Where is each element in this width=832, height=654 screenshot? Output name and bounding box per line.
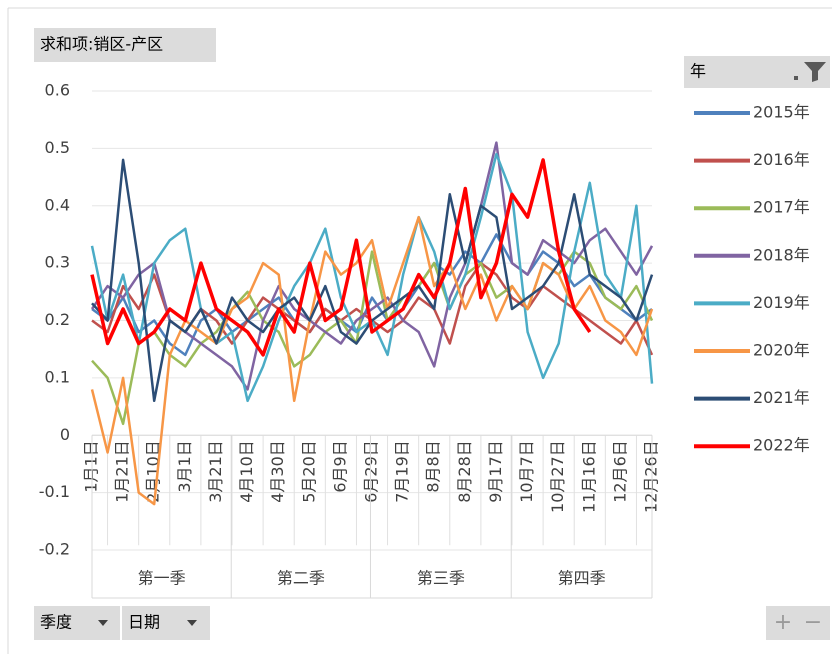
filter-icon [804,62,826,82]
legend-label: 2021年 [753,388,810,407]
x-tick-label: 2月10日 [144,440,163,503]
x-tick-label: 6月29日 [362,440,381,503]
expand-button[interactable]: + [774,610,792,635]
dropdown-icon [794,76,798,80]
legend-label: 2020年 [753,341,810,360]
legend-header[interactable]: 年 [684,56,830,88]
group-label: 第二季 [277,569,325,588]
x-tick-label: 12月6日 [610,440,629,503]
y-tick-label: 0.3 [45,253,70,272]
filter-bg [122,606,210,640]
y-tick-label: -0.1 [39,482,70,501]
legend-label: 2015年 [753,103,810,122]
filter-label: 日期 [128,613,160,632]
filter-label: 季度 [40,613,72,632]
x-tick-label: 7月19日 [393,440,412,503]
group-label: 第一季 [138,569,186,588]
y-tick-label: 0.4 [45,195,70,214]
title-bg [34,28,216,62]
y-tick-label: 0.1 [45,367,70,386]
dropdown-icon [187,620,197,626]
x-tick-label: 3月1日 [175,440,194,492]
legend-header-bg [684,56,830,88]
title-button[interactable]: 求和项:销区-产区 [34,28,216,62]
y-tick-label: -0.2 [39,540,70,559]
x-tick-label: 5月20日 [299,440,318,503]
x-tick-label: 3月21日 [206,440,225,503]
filter-button[interactable]: 季度 [34,606,120,640]
legend-title: 年 [690,62,706,81]
zoom-bg [766,606,830,640]
series-line [90,158,592,357]
x-tick-label: 6月9日 [330,440,349,492]
x-tick-label: 4月10日 [237,440,256,503]
chart-title: 求和项:销区-产区 [40,35,163,54]
zoom-buttons[interactable]: + − [766,606,830,640]
x-tick-label: 11月16日 [579,440,598,513]
group-label: 第四季 [558,569,606,588]
legend-label: 2018年 [753,245,810,264]
group-label: 第三季 [417,569,465,588]
collapse-button[interactable]: − [804,610,822,635]
y-tick-label: 0 [60,425,70,444]
x-tick-label: 8月28日 [455,440,474,503]
legend-label: 2017年 [753,198,810,217]
x-tick-label: 12月26日 [642,440,661,513]
series-line [91,158,654,403]
legend-label: 2022年 [753,436,810,455]
x-tick-label: 10月7日 [517,440,536,503]
x-tick-label: 1月21日 [113,440,132,503]
x-tick-label: 4月30日 [268,440,287,503]
y-tick-label: 0.5 [45,138,70,157]
y-tick-label: 0.6 [45,81,70,100]
series-line [90,141,654,391]
filter-bg [34,606,120,640]
legend-label: 2019年 [753,293,810,312]
x-tick-label: 10月27日 [548,440,567,513]
dropdown-icon [98,620,108,626]
filter-button[interactable]: 日期 [122,606,210,640]
y-tick-label: 0.2 [45,310,70,329]
x-tick-label: 1月1日 [82,440,101,492]
x-tick-label: 9月17日 [486,440,505,503]
legend-label: 2016年 [753,150,810,169]
x-tick-label: 8月8日 [424,440,443,492]
